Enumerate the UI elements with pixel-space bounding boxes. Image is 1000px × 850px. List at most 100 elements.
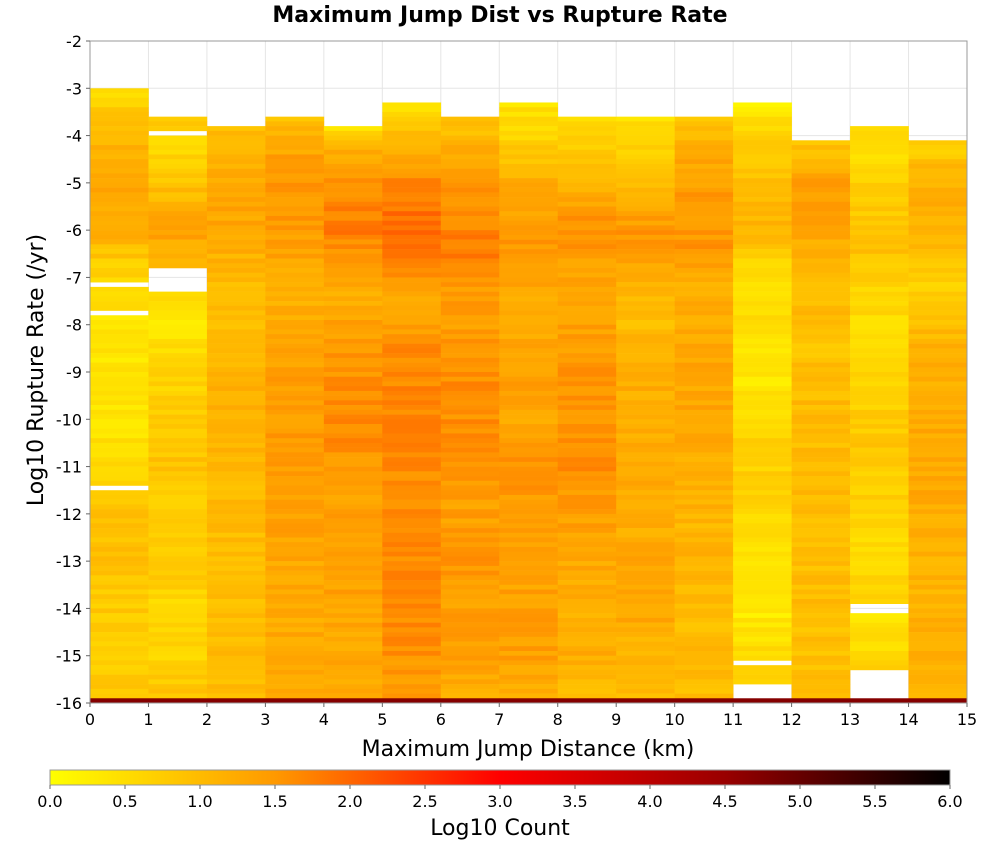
heatmap-cell (148, 126, 208, 132)
heatmap-cell (733, 442, 792, 448)
heatmap-cell (850, 168, 909, 174)
heatmap-cell (850, 532, 909, 538)
x-axis-ticks: 0 1 2 3 4 5 6 7 8 9 10 11 12 13 14 15 (85, 703, 977, 729)
heatmap-cell (265, 613, 325, 619)
heatmap-cell (616, 551, 675, 557)
heatmap-cell (850, 126, 909, 132)
heatmap-cell (323, 494, 383, 500)
heatmap-cell (382, 102, 442, 108)
heatmap-cell (148, 679, 208, 685)
heatmap-cell (148, 537, 208, 543)
heatmap-cell (557, 684, 617, 690)
heatmap-cell (616, 594, 675, 600)
heatmap-cell (499, 608, 559, 614)
heatmap-cell (557, 329, 617, 335)
heatmap-cell (733, 570, 792, 576)
heatmap-cell (206, 201, 266, 207)
heatmap-cell (616, 613, 675, 619)
heatmap-cell (557, 504, 617, 510)
heatmap-cell (557, 267, 617, 273)
heatmap-cell (616, 452, 675, 458)
heatmap-cell (733, 163, 792, 169)
heatmap-cell (265, 660, 325, 666)
heatmap-cell (674, 225, 734, 231)
heatmap-cell (733, 239, 792, 245)
heatmap-cell (206, 362, 266, 368)
heatmap-cell (791, 598, 851, 604)
heatmap-cell (440, 197, 500, 203)
heatmap-cell (206, 669, 266, 675)
heatmap-cell (850, 461, 909, 467)
heatmap-cell (382, 395, 442, 401)
colorbar-tick-label: 0.5 (112, 792, 137, 811)
heatmap-cell (382, 665, 442, 671)
heatmap-cell (674, 367, 734, 373)
heatmap-cell (616, 291, 675, 297)
heatmap-cell (148, 395, 208, 401)
heatmap-cell (674, 230, 734, 236)
heatmap-cell (90, 329, 149, 335)
heatmap-cell (499, 197, 559, 203)
heatmap-cell (206, 409, 266, 415)
heatmap-cell (557, 135, 617, 141)
heatmap-cell (90, 111, 149, 117)
heatmap-cell (323, 395, 383, 401)
heatmap-cell (616, 381, 675, 387)
heatmap-cell (206, 598, 266, 604)
heatmap-cell (382, 206, 442, 212)
heatmap-cell (148, 211, 208, 217)
heatmap-cell (499, 457, 559, 463)
heatmap-cell (791, 665, 851, 671)
heatmap-cell (674, 528, 734, 534)
heatmap-cell (499, 140, 559, 146)
heatmap-cell (265, 641, 325, 647)
heatmap-cell (616, 424, 675, 430)
heatmap-cell (148, 613, 208, 619)
heatmap-cell (265, 580, 325, 586)
heatmap-cell (616, 660, 675, 666)
heatmap-cell (206, 684, 266, 690)
heatmap-cell (90, 546, 149, 552)
heatmap-cell (382, 494, 442, 500)
heatmap-cell (499, 187, 559, 193)
heatmap-cell (206, 537, 266, 543)
heatmap-cell (90, 348, 149, 354)
heatmap-cell (674, 608, 734, 614)
heatmap-cell (616, 466, 675, 472)
heatmap-cell (206, 565, 266, 571)
heatmap-cell (791, 424, 851, 430)
heatmap-cell (557, 220, 617, 226)
heatmap-cell (674, 523, 734, 529)
heatmap-cell (265, 461, 325, 467)
heatmap-cell (674, 556, 734, 562)
heatmap-cell (850, 249, 909, 255)
heatmap-cell (499, 650, 559, 657)
heatmap-cell (90, 357, 149, 363)
heatmap-cell (908, 424, 968, 430)
heatmap-cell (382, 400, 442, 406)
heatmap-cell (148, 135, 208, 141)
heatmap-cell (148, 163, 208, 169)
heatmap-cell (733, 424, 792, 430)
heatmap-cell (557, 277, 617, 283)
heatmap-cell (90, 135, 149, 141)
heatmap-cell (616, 409, 675, 415)
heatmap-cell (440, 405, 500, 411)
heatmap-cell (148, 565, 208, 571)
heatmap-cell (440, 499, 500, 505)
heatmap-cell (557, 546, 617, 552)
colorbar-tick-label: 1.0 (187, 792, 212, 811)
heatmap-cell (148, 603, 208, 609)
heatmap-cell (382, 362, 442, 368)
heatmap-cell (440, 575, 500, 581)
heatmap-cell (265, 414, 325, 420)
heatmap-cell (499, 641, 559, 647)
heatmap-cell (265, 589, 325, 595)
heatmap-cell (499, 646, 559, 652)
heatmap-cell (557, 334, 617, 340)
heatmap-cell (733, 679, 792, 685)
heatmap-cell (440, 301, 500, 307)
heatmap-cell (791, 504, 851, 510)
heatmap-cell (791, 272, 851, 278)
heatmap-cell (382, 584, 442, 590)
